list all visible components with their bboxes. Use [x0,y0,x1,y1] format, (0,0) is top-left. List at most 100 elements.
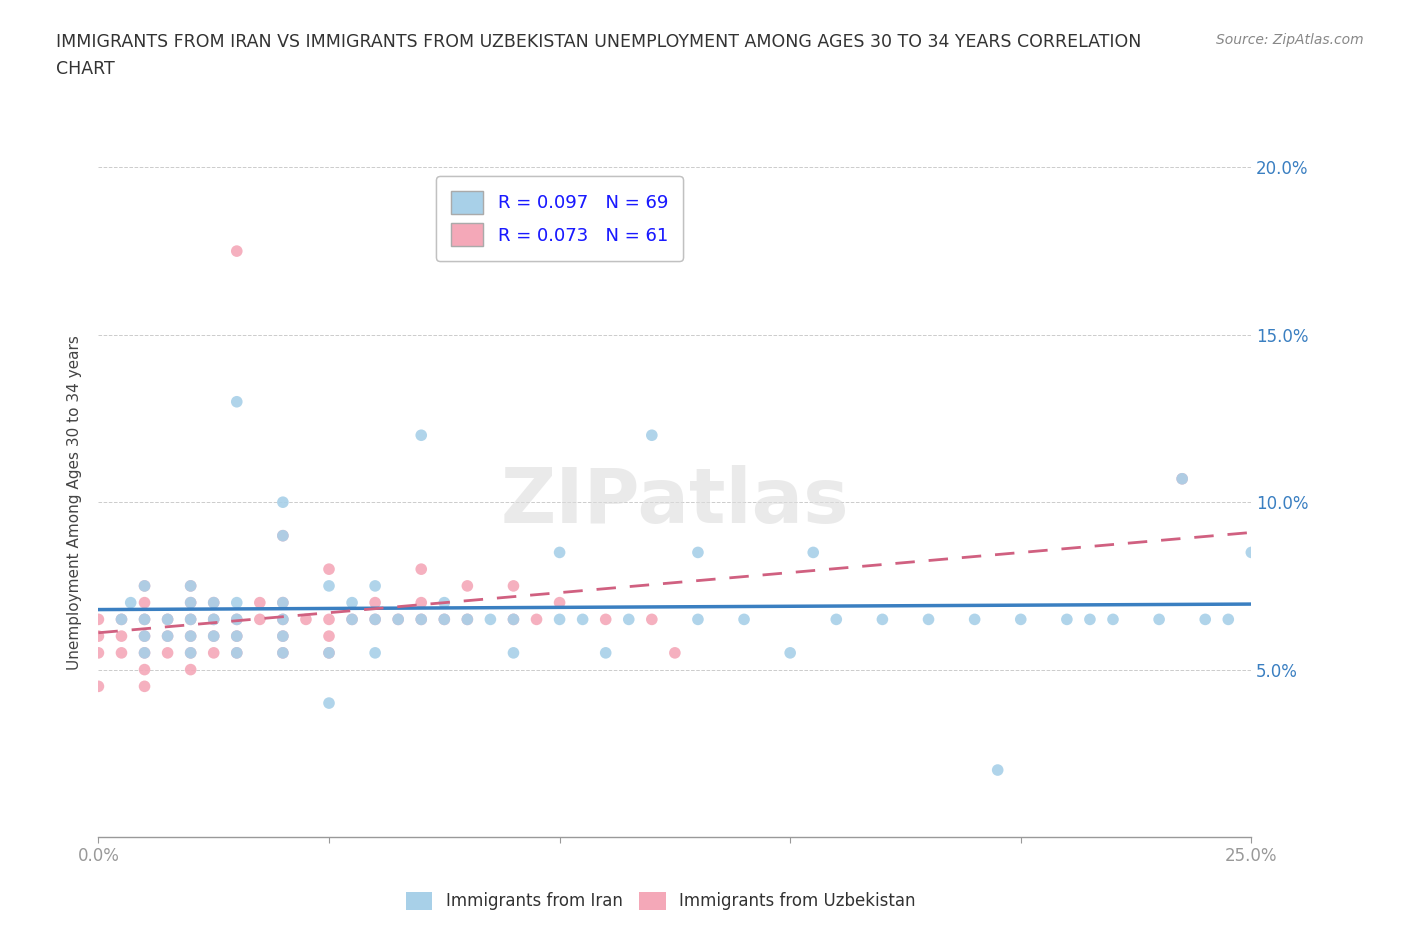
Point [202,645,225,660]
Point [180,595,202,610]
Point [202,595,225,610]
Point [202,629,225,644]
Point [411,612,433,627]
Point [180,612,202,627]
Point [318,562,340,577]
Point [1194,612,1216,627]
Point [134,612,156,627]
Text: Source: ZipAtlas.com: Source: ZipAtlas.com [1216,33,1364,46]
Point [411,612,433,627]
Point [364,645,387,660]
Point [571,612,593,627]
Point [180,629,202,644]
Point [225,629,247,644]
Point [180,662,202,677]
Point [120,595,142,610]
Point [156,612,179,627]
Point [502,578,524,593]
Point [225,645,247,660]
Point [87,679,110,694]
Legend: Immigrants from Iran, Immigrants from Uzbekistan: Immigrants from Iran, Immigrants from Uz… [399,885,922,917]
Point [987,763,1010,777]
Point [502,612,524,627]
Point [271,595,294,610]
Point [225,612,247,627]
Point [180,612,202,627]
Text: CHART: CHART [56,60,115,78]
Point [1078,612,1101,627]
Point [134,679,156,694]
Point [364,578,387,593]
Point [180,629,202,644]
Legend: R = 0.097   N = 69, R = 0.073   N = 61: R = 0.097 N = 69, R = 0.073 N = 61 [436,177,683,260]
Point [271,629,294,644]
Point [686,612,709,627]
Point [156,629,179,644]
Point [225,394,247,409]
Point [110,612,132,627]
Point [134,629,156,644]
Point [134,612,156,627]
Point [249,612,271,627]
Point [526,612,548,627]
Point [318,612,340,627]
Point [595,612,617,627]
Point [156,629,179,644]
Point [479,612,502,627]
Point [617,612,640,627]
Text: IMMIGRANTS FROM IRAN VS IMMIGRANTS FROM UZBEKISTAN UNEMPLOYMENT AMONG AGES 30 TO: IMMIGRANTS FROM IRAN VS IMMIGRANTS FROM … [56,33,1142,50]
Point [595,645,617,660]
Point [180,645,202,660]
Point [411,428,433,443]
Point [134,578,156,593]
Point [1240,545,1263,560]
Point [87,612,110,627]
Point [411,562,433,577]
Point [156,645,179,660]
Point [202,595,225,610]
Point [271,612,294,627]
Point [1010,612,1032,627]
Point [387,612,409,627]
Point [271,595,294,610]
Point [110,645,132,660]
Point [134,629,156,644]
Point [801,545,824,560]
Point [180,595,202,610]
Point [271,645,294,660]
Point [340,595,363,610]
Point [134,645,156,660]
Point [134,595,156,610]
Point [779,645,801,660]
Point [1102,612,1125,627]
Point [271,645,294,660]
Point [249,595,271,610]
Point [180,578,202,593]
Point [271,612,294,627]
Point [134,645,156,660]
Point [1147,612,1170,627]
Point [364,612,387,627]
Point [433,612,456,627]
Point [456,578,478,593]
Point [502,645,524,660]
Point [180,645,202,660]
Point [340,612,363,627]
Point [456,612,478,627]
Point [433,612,456,627]
Point [340,612,363,627]
Point [225,645,247,660]
Point [271,528,294,543]
Point [295,612,318,627]
Point [872,612,894,627]
Point [225,612,247,627]
Point [271,495,294,510]
Point [433,595,456,610]
Point [548,545,571,560]
Point [180,578,202,593]
Point [664,645,686,660]
Point [1171,472,1194,486]
Point [318,578,340,593]
Point [1171,472,1194,486]
Point [134,578,156,593]
